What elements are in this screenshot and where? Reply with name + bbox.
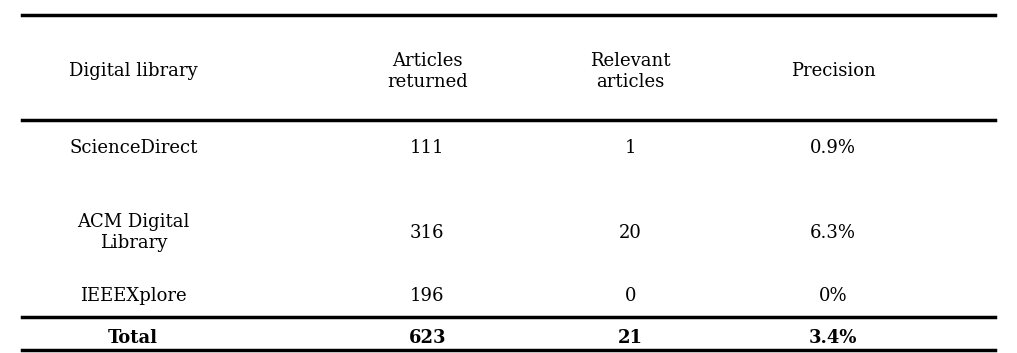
Text: 6.3%: 6.3% <box>811 223 856 241</box>
Text: Precision: Precision <box>790 62 876 80</box>
Text: 1: 1 <box>624 139 636 157</box>
Text: 0.9%: 0.9% <box>811 139 856 157</box>
Text: ACM Digital
Library: ACM Digital Library <box>77 213 189 252</box>
Text: 0: 0 <box>624 287 636 305</box>
Text: 196: 196 <box>410 287 444 305</box>
Text: 111: 111 <box>410 139 444 157</box>
Text: Articles
returned: Articles returned <box>387 52 468 91</box>
Text: 20: 20 <box>618 223 642 241</box>
Text: Total: Total <box>108 329 159 347</box>
Text: ScienceDirect: ScienceDirect <box>69 139 197 157</box>
Text: 316: 316 <box>410 223 444 241</box>
Text: 623: 623 <box>409 329 446 347</box>
Text: 21: 21 <box>617 329 643 347</box>
Text: Relevant
articles: Relevant articles <box>590 52 670 91</box>
Text: Digital library: Digital library <box>69 62 197 80</box>
Text: 3.4%: 3.4% <box>809 329 857 347</box>
Text: IEEEXplore: IEEEXplore <box>80 287 186 305</box>
Text: 0%: 0% <box>819 287 847 305</box>
